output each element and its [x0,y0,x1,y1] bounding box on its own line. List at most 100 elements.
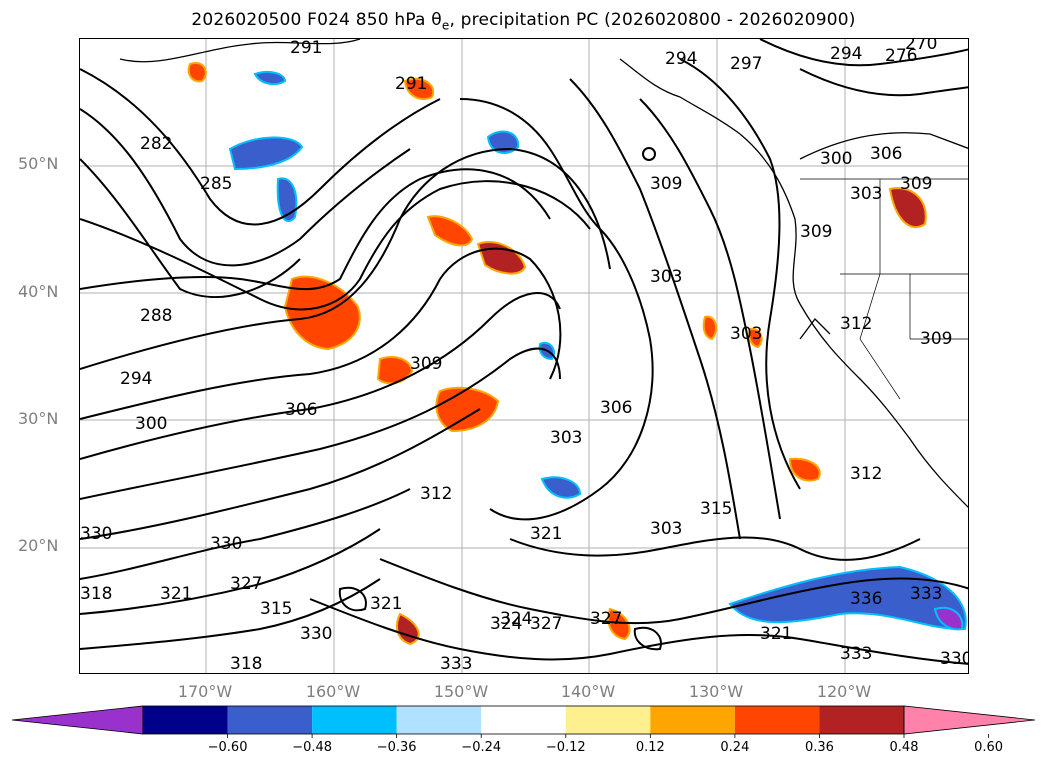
map-panel[interactable]: 291 294 297 294 270 276 291 282 285 288 294 300 306 3… [79,38,969,674]
lon-label-160w: 160°W [305,682,361,701]
contour-label: 321 [370,594,402,614]
contour-label: 318 [230,654,262,674]
colorbar-extend-low [11,705,144,735]
lon-label-140w: 140°W [560,682,616,701]
contour-label: 333 [910,584,942,604]
contour-label: 312 [840,314,872,334]
lon-label-130w: 130°W [688,682,744,701]
precip-negative-area [228,136,304,171]
page-title: 2026020500 F024 850 hPa θe, precipitatio… [191,10,856,33]
coastlines [119,39,968,508]
political-borders [800,178,968,400]
contour-label: 303 [850,184,882,204]
contour-label: 285 [200,174,232,194]
contour-label: 288 [140,306,172,326]
contour-label: 309 [410,354,442,374]
contour-label: 327 [530,614,562,634]
precip-positive-area [788,457,821,482]
contour-label: 324 [500,609,532,629]
contour-label: 315 [700,499,732,519]
contour-label: 318 [80,584,112,604]
colorbar-tick-label: 0.48 [889,740,919,755]
contour-label: 330 [940,649,969,669]
colorbar-cell [565,706,651,734]
contour-label: 312 [850,464,882,484]
lon-label-150w: 150°W [433,682,489,701]
colorbar [11,705,1036,738]
contour-label: 300 [820,149,852,169]
colorbar-cell [650,706,735,734]
contour-label: 309 [650,174,682,194]
contour-label: 333 [440,654,472,674]
contour-label: 330 [210,534,242,554]
precip-positive-area [702,315,717,341]
precip-negative-area [486,130,520,154]
contour-label: 270 [905,39,937,54]
contour-label: 300 [135,414,167,434]
precip-negative-area [276,177,298,223]
lat-label-20n: 20°N [18,536,59,555]
lon-label-120w: 120°W [816,682,872,701]
contour-label: 303 [730,324,762,344]
colorbar-cell [143,706,228,734]
colorbar-cell [227,706,313,734]
colorbar-cell [312,706,397,734]
contour-label: 315 [260,599,292,619]
contour-label: 327 [230,574,262,594]
contour-label: 291 [290,39,322,58]
precip-negative-area [540,476,582,499]
colorbar-tick-label: −0.36 [376,740,417,755]
contour-label: 306 [285,400,317,420]
contour-label: 297 [730,54,762,74]
contour-label: 306 [870,144,902,164]
contour-label: 321 [760,624,792,644]
contour-label: 330 [80,524,112,544]
colorbar-tick-label: 0.12 [635,740,665,755]
contour-label: 324 [490,614,522,634]
contour-label: 309 [920,329,952,349]
colorbar-tick-label: −0.24 [461,740,502,755]
contour-label: 291 [395,74,427,94]
precip-negative-area [728,565,967,631]
contour-label: 321 [530,524,562,544]
lat-label-30n: 30°N [18,409,59,428]
precip-positive-area [888,187,927,229]
contour-label: 303 [650,519,682,539]
precip-positive-area [476,241,527,275]
colorbar-tick-label: 0.36 [804,740,834,755]
colorbar-outline [142,705,905,735]
contour-label: 282 [140,134,172,154]
contour-label: 336 [850,589,882,609]
colorbar-cell [481,706,566,734]
precip-positive-area [435,386,500,433]
precip-positive-area [396,612,420,646]
contour-label: 303 [550,428,582,448]
contour-label: 303 [650,267,682,287]
contour-label: 306 [600,398,632,418]
contour-label: 321 [160,584,192,604]
colorbar-cell [819,706,904,734]
contour-label: 327 [590,609,622,629]
precip-positive-area [376,356,414,385]
precip-positive-area [187,62,207,83]
precip-positive-area [426,215,474,247]
contour-label: 294 [830,44,862,64]
colorbar-extend-high [903,705,1036,735]
theta-e-contours [80,39,968,665]
lat-label-50n: 50°N [18,154,59,173]
colorbar-tick-label: −0.60 [207,740,248,755]
contour-label: 333 [840,644,872,664]
contour-label: 309 [800,222,832,242]
precip-positive-area [403,77,435,100]
precip-negative-area [933,606,964,631]
lat-label-40n: 40°N [18,282,59,301]
colorbar-tick-label: 0.24 [720,740,750,755]
lon-label-170w: 170°W [177,682,233,701]
precip-positive-area [748,327,763,349]
colorbar-cell [734,706,820,734]
colorbar-tick-label: 0.60 [974,740,1004,755]
contour-label: 294 [665,49,697,69]
contour-label: 309 [900,174,932,194]
